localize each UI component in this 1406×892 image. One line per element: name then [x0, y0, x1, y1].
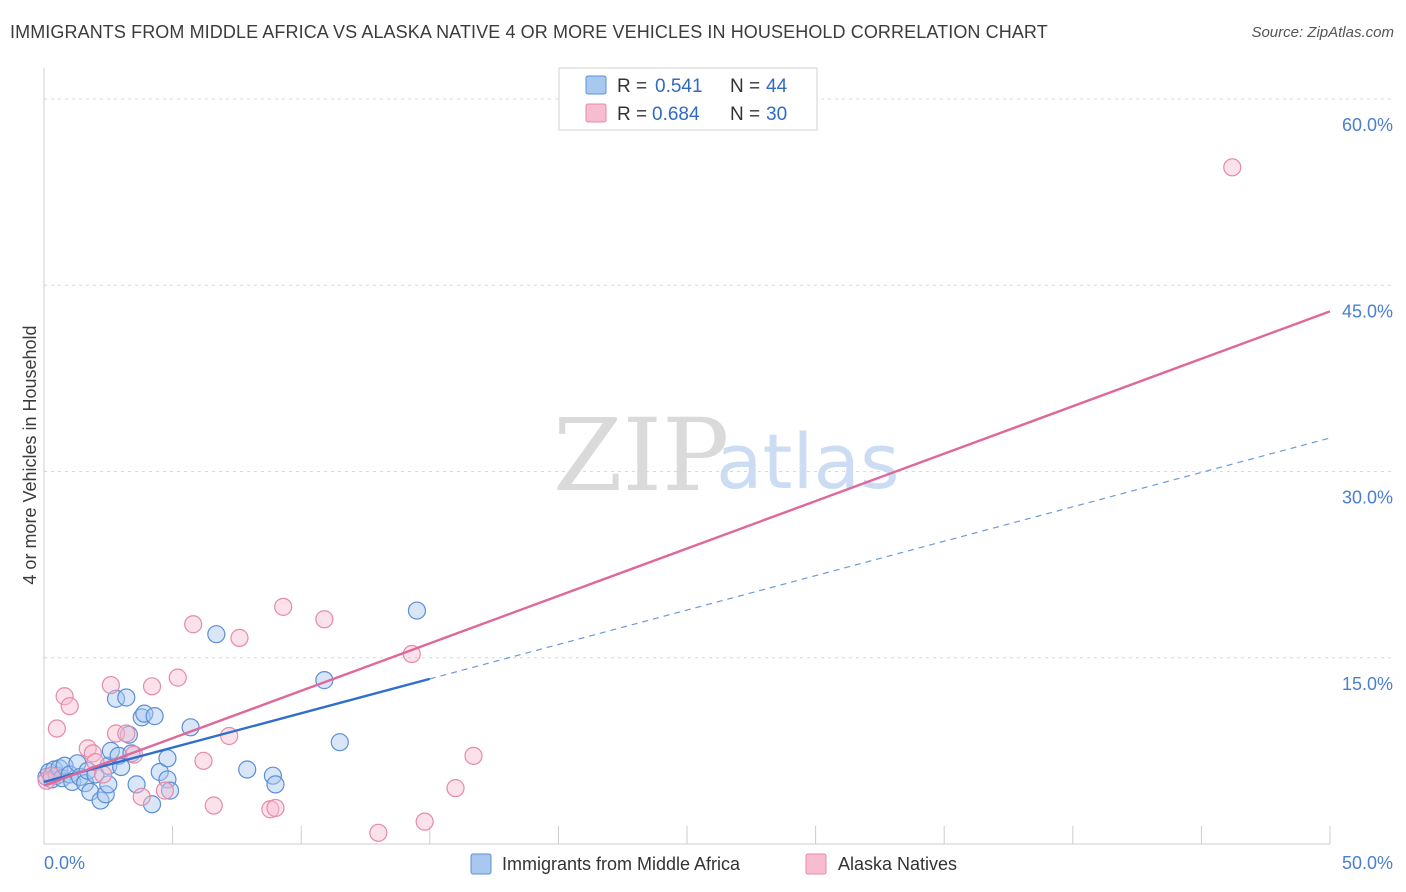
legend-r-value-blue: 0.541 — [655, 76, 703, 97]
series-legend: Immigrants from Middle Africa Alaska Nat… — [470, 853, 957, 875]
point-pink-16 — [168, 668, 187, 687]
watermark-atlas: atlas — [716, 417, 900, 506]
legend-swatch-blue — [585, 75, 607, 95]
series-pink-points — [37, 158, 1242, 842]
point-pink-30 — [464, 746, 483, 765]
chart-title: IMMIGRANTS FROM MIDDLE AFRICA VS ALASKA … — [10, 22, 1048, 42]
point-pink-2 — [47, 719, 66, 738]
point-pink-15 — [155, 781, 174, 800]
point-pink-31 — [1223, 158, 1242, 177]
series-legend-label-blue: Immigrants from Middle Africa — [502, 854, 741, 874]
point-blue-37 — [207, 625, 226, 644]
x-tick-label-min: 0.0% — [44, 853, 85, 873]
point-pink-23 — [266, 798, 285, 818]
y-tick-labels: 15.0% 30.0% 45.0% 60.0% — [1342, 115, 1393, 694]
point-pink-21 — [230, 628, 249, 647]
x-tick-label-max: 50.0% — [1342, 853, 1393, 873]
point-pink-17 — [184, 615, 203, 634]
point-blue-38 — [238, 760, 257, 779]
legend-n-label-pink: N = — [730, 104, 760, 125]
series-legend-label-pink: Alaska Natives — [838, 854, 957, 874]
point-blue-18 — [99, 775, 118, 794]
trend-line-pink — [43, 310, 1331, 787]
point-blue-24 — [117, 688, 136, 707]
y-tick-label-45: 45.0% — [1342, 301, 1393, 321]
point-pink-9 — [101, 675, 120, 695]
data-points — [37, 158, 1242, 842]
point-pink-14 — [142, 677, 162, 696]
y-tick-label-15: 15.0% — [1342, 674, 1393, 694]
point-pink-11 — [117, 724, 136, 743]
point-blue-34 — [158, 770, 177, 789]
point-pink-4 — [60, 697, 79, 716]
legend-n-value-blue: 44 — [766, 76, 788, 97]
y-tick-label-60: 60.0% — [1342, 115, 1393, 135]
watermark: ZIP atlas — [553, 397, 900, 514]
watermark-zip: ZIP — [553, 397, 729, 514]
point-pink-25 — [315, 610, 334, 629]
y-tick-label-30: 30.0% — [1342, 488, 1393, 508]
x-axis-ticks — [43, 826, 1331, 844]
point-pink-3 — [55, 687, 74, 706]
legend-r-label-blue: R = — [617, 76, 647, 97]
series-legend-swatch-blue — [470, 853, 492, 875]
gridlines — [44, 98, 1393, 659]
trend-line-blue — [43, 677, 431, 784]
y-axis-label: 4 or more Vehicles in Household — [20, 325, 40, 584]
point-blue-32 — [150, 762, 169, 782]
point-blue-35 — [160, 781, 180, 800]
point-pink-19 — [204, 796, 223, 815]
point-pink-18 — [194, 751, 213, 770]
point-blue-31 — [145, 707, 164, 726]
legend-n-label-blue: N = — [730, 76, 760, 97]
point-pink-24 — [274, 597, 293, 616]
legend-swatch-pink — [585, 103, 607, 123]
point-pink-28 — [415, 812, 434, 831]
point-pink-10 — [106, 724, 126, 743]
point-pink-26 — [369, 823, 388, 842]
point-blue-40 — [266, 775, 285, 794]
point-blue-43 — [407, 601, 427, 620]
point-blue-42 — [330, 733, 349, 752]
source-credit: Source: ZipAtlas.com — [1251, 24, 1394, 41]
legend-r-label-pink: R = — [617, 104, 647, 125]
legend-n-value-pink: 30 — [766, 104, 787, 125]
trend-lines — [43, 310, 1331, 787]
legend-r-value-pink: 0.684 — [652, 104, 700, 125]
trend-extension-blue — [429, 437, 1331, 680]
point-blue-33 — [158, 749, 177, 768]
point-pink-29 — [446, 779, 465, 798]
point-blue-30 — [142, 795, 162, 814]
point-pink-13 — [132, 787, 151, 806]
series-legend-swatch-pink — [805, 853, 827, 875]
correlation-legend: R = 0.541 N = 44 R = 0.684 N = 30 — [558, 67, 818, 131]
point-pink-5 — [78, 739, 97, 758]
